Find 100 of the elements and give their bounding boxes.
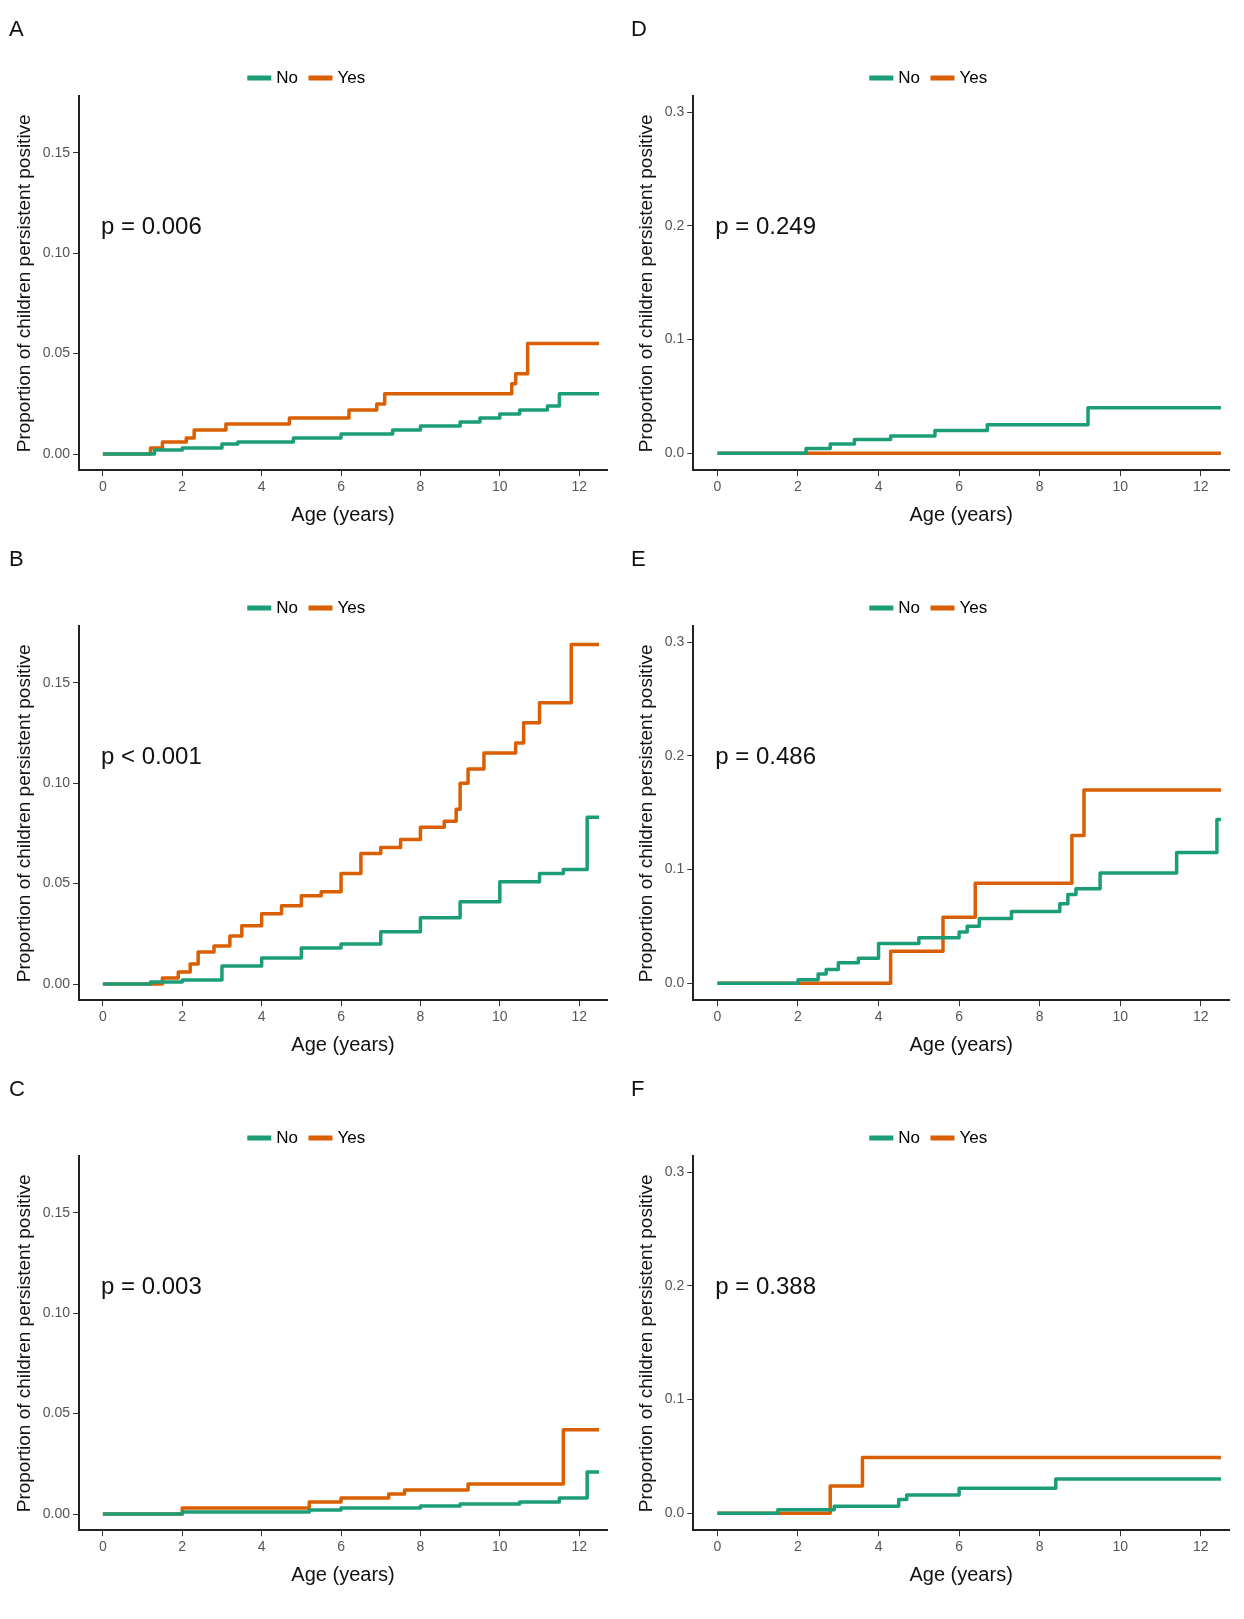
x-tick-label: 0 <box>713 1538 722 1555</box>
x-tick-label: 10 <box>492 1008 508 1025</box>
legend-label: Yes <box>959 1127 988 1147</box>
x-axis-title: Age (years) <box>291 502 395 525</box>
x-tick-label: 10 <box>492 1538 508 1555</box>
y-tick-label: 0.0 <box>664 1504 685 1521</box>
chart-title: F <box>631 1076 645 1102</box>
y-tick-label: 0.0 <box>664 444 685 461</box>
x-tick-label: 4 <box>257 1538 266 1555</box>
legend-label: Yes <box>337 67 366 87</box>
y-tick-label: 0.1 <box>664 330 685 347</box>
x-tick-label: 6 <box>337 1538 346 1555</box>
legend-label: Yes <box>337 597 366 617</box>
x-tick-label: 8 <box>1035 478 1044 495</box>
y-axis-title: Proportion of children persistent positive <box>634 1174 656 1513</box>
y-tick-label: 0.0 <box>664 974 685 991</box>
chart-title: A <box>9 16 24 42</box>
y-tick-label: 0.2 <box>664 216 685 233</box>
x-tick-label: 0 <box>713 1008 722 1025</box>
x-tick-label: 6 <box>955 478 964 495</box>
x-tick-label: 2 <box>794 1538 803 1555</box>
x-tick-label: 6 <box>955 1008 964 1025</box>
y-tick-label: 0.3 <box>664 103 685 120</box>
x-axis-title: Age (years) <box>291 1562 395 1585</box>
y-tick-label: 0.1 <box>664 1390 685 1407</box>
y-tick-label: 0.05 <box>42 344 71 361</box>
y-tick-label: 0.10 <box>42 1304 71 1321</box>
y-tick-label: 0.15 <box>42 1203 71 1220</box>
x-tick-label: 12 <box>571 478 588 495</box>
x-axis-title: Age (years) <box>909 502 1013 525</box>
y-tick-label: 0.2 <box>664 1276 685 1293</box>
y-tick-label: 0.3 <box>664 633 685 650</box>
y-tick-label: 0.15 <box>42 673 71 690</box>
legend-label: No <box>276 67 298 87</box>
x-axis-title: Age (years) <box>909 1562 1013 1585</box>
y-tick-label: 0.00 <box>42 974 71 991</box>
x-tick-label: 12 <box>1193 1008 1209 1025</box>
x-tick-label: 6 <box>955 1538 964 1555</box>
x-tick-label: 12 <box>1193 1538 1209 1555</box>
legend-label: No <box>276 1127 298 1147</box>
y-tick-label: 0.2 <box>664 746 685 763</box>
x-tick-label: 8 <box>416 478 425 495</box>
annotation: p = 0.249 <box>715 211 817 239</box>
x-tick-label: 8 <box>416 1008 425 1025</box>
x-tick-label: 4 <box>257 1008 266 1025</box>
y-tick-label: 0.00 <box>42 444 71 461</box>
x-axis-title: Age (years) <box>291 1032 395 1055</box>
x-tick-label: 2 <box>794 478 803 495</box>
x-tick-label: 0 <box>98 1008 107 1025</box>
x-tick-label: 10 <box>1112 1008 1129 1025</box>
x-tick-label: 2 <box>178 1538 187 1555</box>
x-tick-label: 10 <box>1112 478 1129 495</box>
annotation: p < 0.001 <box>101 741 202 769</box>
x-tick-label: 2 <box>178 1008 187 1025</box>
annotation: p = 0.388 <box>715 1271 817 1299</box>
x-tick-label: 12 <box>571 1008 588 1025</box>
chart-title: B <box>9 546 24 572</box>
y-axis-title: Proportion of children persistent positive <box>634 644 656 983</box>
y-tick-label: 0.00 <box>42 1504 71 1521</box>
legend-label: No <box>898 1127 920 1147</box>
y-tick-label: 0.05 <box>42 874 71 891</box>
y-axis-title: Proportion of children persistent positive <box>12 644 34 983</box>
x-tick-label: 4 <box>874 1538 883 1555</box>
x-tick-label: 8 <box>1035 1008 1044 1025</box>
y-tick-label: 0.10 <box>42 774 71 791</box>
y-tick-label: 0.05 <box>42 1404 71 1421</box>
x-tick-label: 4 <box>874 478 883 495</box>
legend-label: Yes <box>337 1127 366 1147</box>
x-tick-label: 12 <box>1193 478 1209 495</box>
y-axis-title: Proportion of children persistent positive <box>12 1174 34 1513</box>
x-tick-label: 8 <box>416 1538 425 1555</box>
x-tick-label: 4 <box>257 478 266 495</box>
x-tick-label: 8 <box>1035 1538 1044 1555</box>
annotation: p = 0.006 <box>101 211 202 239</box>
y-axis-title: Proportion of children persistent positive <box>634 114 656 453</box>
x-axis-title: Age (years) <box>909 1032 1013 1055</box>
legend-label: Yes <box>959 597 988 617</box>
y-tick-label: 0.10 <box>42 244 71 261</box>
x-tick-label: 0 <box>98 478 107 495</box>
x-tick-label: 2 <box>794 1008 803 1025</box>
chart-title: D <box>631 16 647 42</box>
y-axis-title: Proportion of children persistent positive <box>12 114 34 453</box>
legend-label: No <box>276 597 298 617</box>
x-tick-label: 10 <box>1112 1538 1129 1555</box>
annotation: p = 0.486 <box>715 741 817 769</box>
y-tick-label: 0.1 <box>664 860 685 877</box>
y-tick-label: 0.3 <box>664 1163 685 1180</box>
x-tick-label: 0 <box>713 478 722 495</box>
y-tick-label: 0.15 <box>42 143 71 160</box>
x-tick-label: 2 <box>178 478 187 495</box>
annotation: p = 0.003 <box>101 1271 202 1299</box>
chart-title: E <box>631 546 646 572</box>
legend-label: No <box>898 67 920 87</box>
x-tick-label: 10 <box>492 478 508 495</box>
x-tick-label: 4 <box>874 1008 883 1025</box>
x-tick-label: 6 <box>337 478 346 495</box>
legend-label: No <box>898 597 920 617</box>
chart-title: C <box>9 1076 25 1102</box>
x-tick-label: 6 <box>337 1008 346 1025</box>
legend-label: Yes <box>959 67 988 87</box>
